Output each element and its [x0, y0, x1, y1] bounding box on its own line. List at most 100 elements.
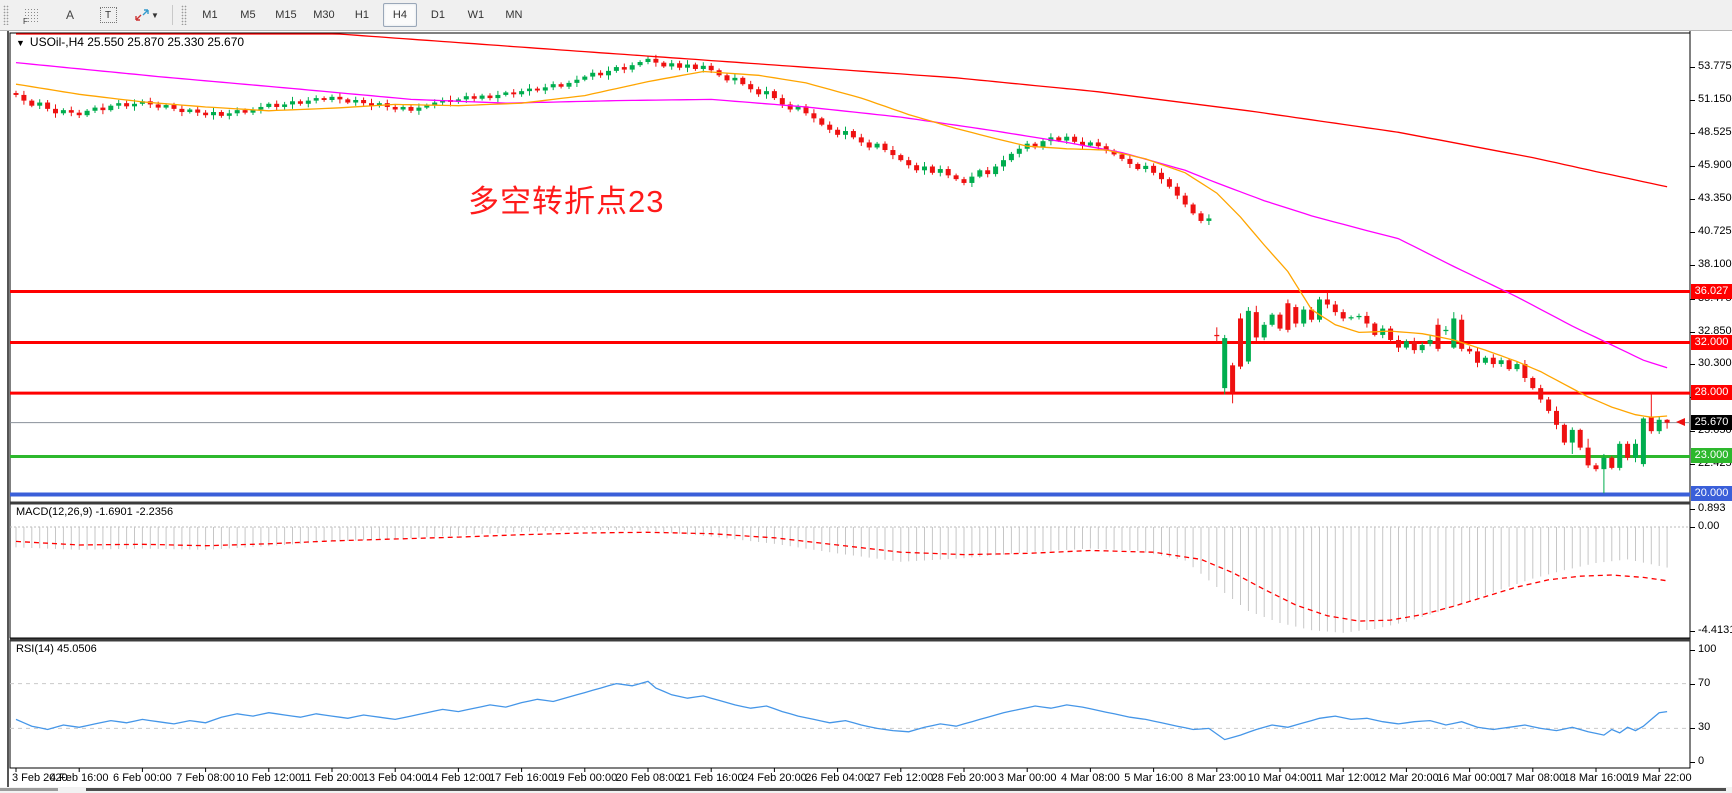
candle-body: [1364, 315, 1370, 324]
candle-body: [629, 65, 635, 70]
price-tick-dash: [1690, 166, 1695, 167]
price-tick-dash: [1690, 431, 1695, 432]
candle-body: [1174, 186, 1180, 196]
symbol-title-text: USOil-,H4 25.550 25.870 25.330 25.670: [29, 35, 245, 49]
current-price-badge: 25.670: [1691, 415, 1732, 430]
candle-body: [1222, 338, 1228, 389]
candle-body: [574, 79, 580, 83]
candle-body: [1190, 204, 1196, 214]
text-label-icon[interactable]: T: [91, 3, 125, 27]
timeframe-h4[interactable]: H4: [382, 3, 417, 27]
candle-body: [211, 112, 216, 116]
scrollbar-thumb[interactable]: [86, 788, 1726, 791]
candle-body: [1040, 141, 1046, 148]
candle-body: [1111, 150, 1117, 155]
candle-body: [187, 109, 193, 113]
candle-body: [819, 118, 825, 125]
price-tick-dash: [1690, 299, 1695, 300]
candle-body: [1396, 339, 1401, 348]
macd-plot-frame: [9, 502, 1691, 639]
timeframe-w1[interactable]: W1: [467, 9, 485, 21]
date-label: 21 Feb 16:00: [678, 772, 744, 784]
timeframe-m5[interactable]: M5: [240, 9, 256, 21]
candle-body: [1159, 172, 1164, 180]
price-tick: 53.775: [1698, 60, 1732, 72]
date-label: 7 Feb 08:00: [176, 772, 235, 784]
candle-body: [13, 93, 19, 95]
macd-tick-bottom-dash: [1690, 631, 1695, 632]
candle-body: [337, 96, 343, 100]
rsi-line: [15, 680, 1668, 741]
timeframe-m1[interactable]: M1: [202, 9, 218, 21]
macd-indicator-label: MACD(12,26,9) -1.6901 -2.2356: [16, 506, 174, 518]
price-tick-dash: [1690, 332, 1695, 333]
rsi-plot-frame: [9, 639, 1691, 769]
candle-body: [811, 113, 817, 119]
candle-body: [100, 107, 106, 111]
candle-body: [282, 104, 288, 107]
candle-body: [771, 91, 777, 99]
timeframe-d1[interactable]: D1: [430, 9, 445, 21]
level-badge-23.000: 23.000: [1691, 448, 1732, 463]
toolbar-grip-2[interactable]: [180, 5, 187, 25]
date-label: 11 Feb 20:00: [299, 772, 365, 784]
candle-body: [1656, 419, 1662, 432]
candle-body: [37, 102, 43, 106]
candle-body: [392, 106, 398, 110]
candle-body: [1554, 410, 1559, 425]
candle-body: [376, 103, 382, 106]
rsi-tick-70: 70: [1698, 677, 1711, 689]
timeframe-m15[interactable]: M15: [275, 9, 297, 21]
date-label: 19 Mar 22:00: [1626, 772, 1692, 784]
candle-body: [1016, 148, 1022, 154]
candle-body: [1459, 319, 1465, 349]
date-label: 4 Mar 08:00: [1061, 772, 1120, 784]
timeframe-m30[interactable]: M30: [313, 9, 335, 21]
candle-body: [542, 87, 548, 91]
candle-body: [882, 143, 888, 151]
candle-body: [1206, 218, 1212, 221]
toolbar: F A T ▼ M1 M5 M15 M30 H1 H4 D1 W1 MN: [0, 0, 1732, 31]
candle-body: [1340, 312, 1346, 319]
chart-grid-icon[interactable]: F: [15, 3, 49, 27]
price-tick-dash: [1690, 100, 1695, 101]
price-tick: 32.850: [1698, 325, 1732, 337]
candle-body: [937, 169, 943, 173]
splitter-main-macd[interactable]: [10, 501, 1690, 505]
candle-body: [787, 104, 793, 110]
candle-body: [1238, 318, 1243, 367]
date-label: 18 Mar 16:00: [1563, 772, 1629, 784]
candle-body: [621, 67, 627, 70]
price-tick-dash: [1690, 464, 1695, 465]
horizontal-scrollbar[interactable]: [0, 787, 1732, 793]
candle-body: [779, 98, 785, 105]
candle-body: [226, 113, 232, 116]
candle-body: [953, 175, 959, 180]
price-tick: 43.350: [1698, 192, 1732, 204]
date-label: 12 Mar 20:00: [1373, 772, 1439, 784]
candle-body: [132, 103, 137, 107]
candle-body: [527, 88, 532, 92]
candle-body: [29, 100, 35, 106]
toolbar-grip[interactable]: [3, 5, 9, 25]
rsi-tick-100: 100: [1698, 643, 1717, 655]
candle-body: [637, 62, 643, 66]
symbol-title[interactable]: ▼ USOil-,H4 25.550 25.870 25.330 25.670: [16, 35, 244, 49]
candle-body: [1064, 136, 1070, 141]
candle-body: [471, 96, 477, 99]
date-label: 17 Mar 08:00: [1500, 772, 1566, 784]
candle-body: [669, 63, 675, 67]
candle-body: [1277, 314, 1283, 329]
candle-body: [1293, 307, 1299, 324]
timeframe-h1[interactable]: H1: [354, 9, 369, 21]
dropdown-caret-icon[interactable]: ▼: [151, 10, 159, 20]
cursor-icon[interactable]: A: [65, 8, 74, 22]
draw-objects-icon[interactable]: ▼: [129, 3, 165, 27]
candle-body: [534, 88, 540, 91]
splitter-macd-rsi[interactable]: [10, 638, 1690, 642]
candle-body: [582, 76, 588, 80]
timeframe-mn[interactable]: MN: [505, 9, 523, 21]
symbol-dropdown-icon[interactable]: ▼: [16, 38, 25, 48]
